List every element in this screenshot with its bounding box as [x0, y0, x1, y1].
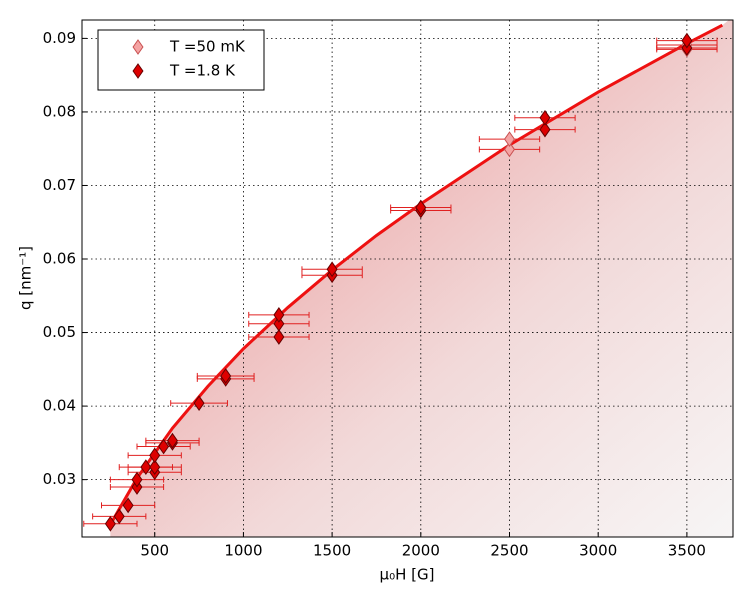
- point: [539, 121, 551, 138]
- legend: T =50 mK T =1.8 K: [97, 29, 265, 91]
- y-axis-label: q [nm⁻¹]: [17, 246, 35, 310]
- plot-frame: [81, 19, 734, 538]
- point: [273, 307, 285, 323]
- legend-box: [97, 29, 265, 91]
- point: [140, 459, 152, 476]
- point: [220, 368, 232, 384]
- x-tick-label: 2000: [402, 542, 440, 560]
- x-tick-label: 2500: [490, 542, 528, 560]
- y-tick-label: 0.07: [43, 176, 76, 194]
- x-tick-label: 1000: [224, 542, 262, 560]
- point: [149, 459, 161, 476]
- x-tick-label: 1500: [313, 542, 351, 560]
- y-tick-label: 0.05: [43, 323, 76, 341]
- point: [681, 32, 693, 49]
- legend-marker: [132, 63, 144, 79]
- y-tick-label: 0.08: [43, 102, 76, 120]
- y-tick-label: 0.09: [43, 29, 76, 47]
- y-tick-label: 0.06: [43, 250, 76, 268]
- point: [104, 515, 116, 532]
- legend-label: T =1.8 K: [169, 62, 236, 80]
- point: [503, 141, 516, 158]
- point: [166, 432, 178, 449]
- y-tick-label: 0.03: [43, 470, 76, 488]
- plot-area: [82, 20, 733, 537]
- x-tick-label: 3000: [579, 542, 617, 560]
- point: [113, 508, 125, 525]
- point: [415, 199, 427, 216]
- point: [131, 471, 143, 488]
- fit-shade: [110, 20, 733, 537]
- point: [326, 261, 338, 278]
- point: [149, 447, 161, 464]
- point: [503, 131, 516, 148]
- x-tick-label: 3500: [668, 542, 706, 560]
- point: [273, 315, 285, 332]
- x-axis-label: μ₀H [G]: [380, 566, 435, 584]
- point: [539, 109, 551, 126]
- y-tick-label: 0.04: [43, 397, 76, 415]
- point: [193, 395, 205, 412]
- legend-marker: [132, 39, 144, 55]
- point: [273, 329, 285, 345]
- point: [158, 438, 170, 455]
- legend-label: T =50 mK: [169, 38, 246, 56]
- point: [122, 497, 134, 514]
- x-tick-label: 500: [140, 542, 169, 560]
